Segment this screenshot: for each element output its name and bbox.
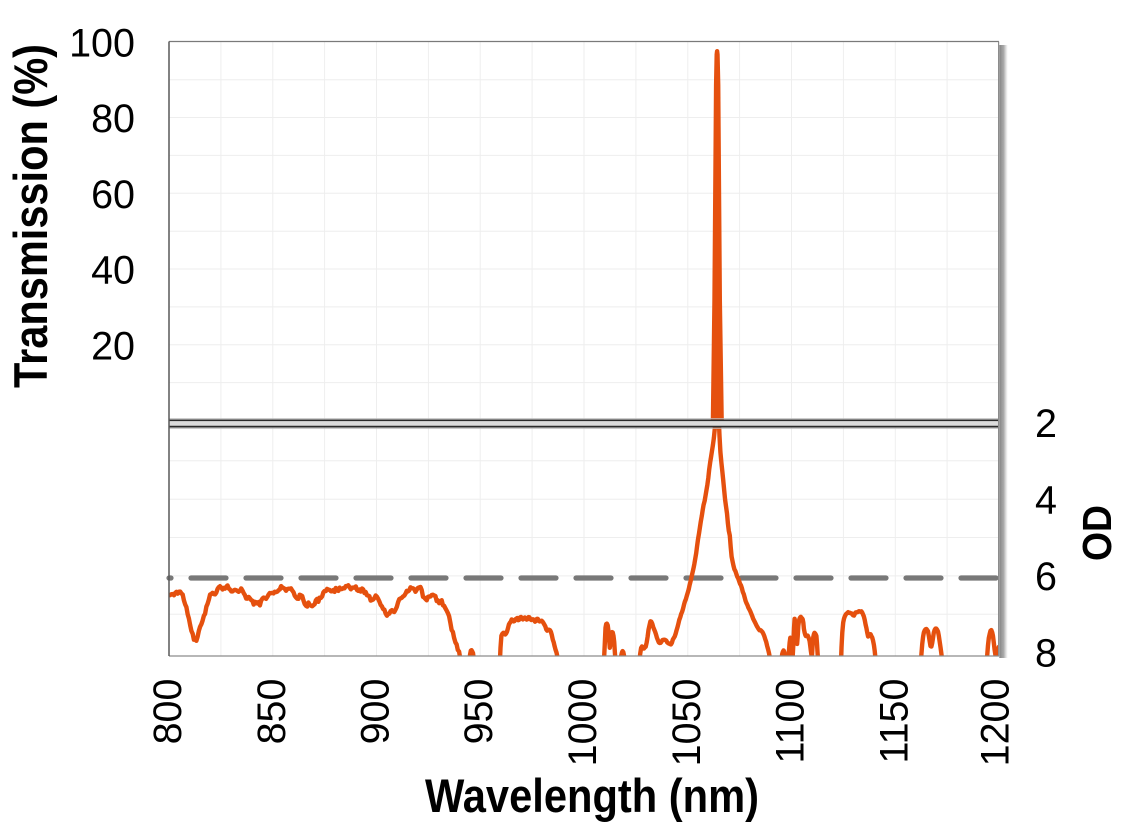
svg-text:6: 6 [1035,555,1057,599]
svg-text:60: 60 [91,173,135,217]
svg-text:800: 800 [146,679,190,745]
svg-text:OD: OD [1074,505,1120,561]
svg-text:20: 20 [91,325,135,369]
svg-text:Wavelength (nm): Wavelength (nm) [425,769,759,822]
svg-text:850: 850 [250,679,294,745]
svg-text:2: 2 [1035,402,1057,446]
svg-text:80: 80 [91,97,135,141]
svg-text:1100: 1100 [769,679,813,764]
svg-text:900: 900 [354,679,398,745]
svg-text:950: 950 [457,679,501,745]
svg-text:Transmission (%): Transmission (%) [4,44,57,388]
svg-text:4: 4 [1035,479,1057,523]
svg-text:8: 8 [1035,632,1057,676]
svg-text:40: 40 [91,249,135,293]
svg-text:1200: 1200 [974,679,1018,767]
svg-text:1000: 1000 [561,679,605,767]
svg-text:1050: 1050 [665,679,709,767]
svg-text:100: 100 [69,21,135,65]
svg-text:1150: 1150 [872,679,916,764]
